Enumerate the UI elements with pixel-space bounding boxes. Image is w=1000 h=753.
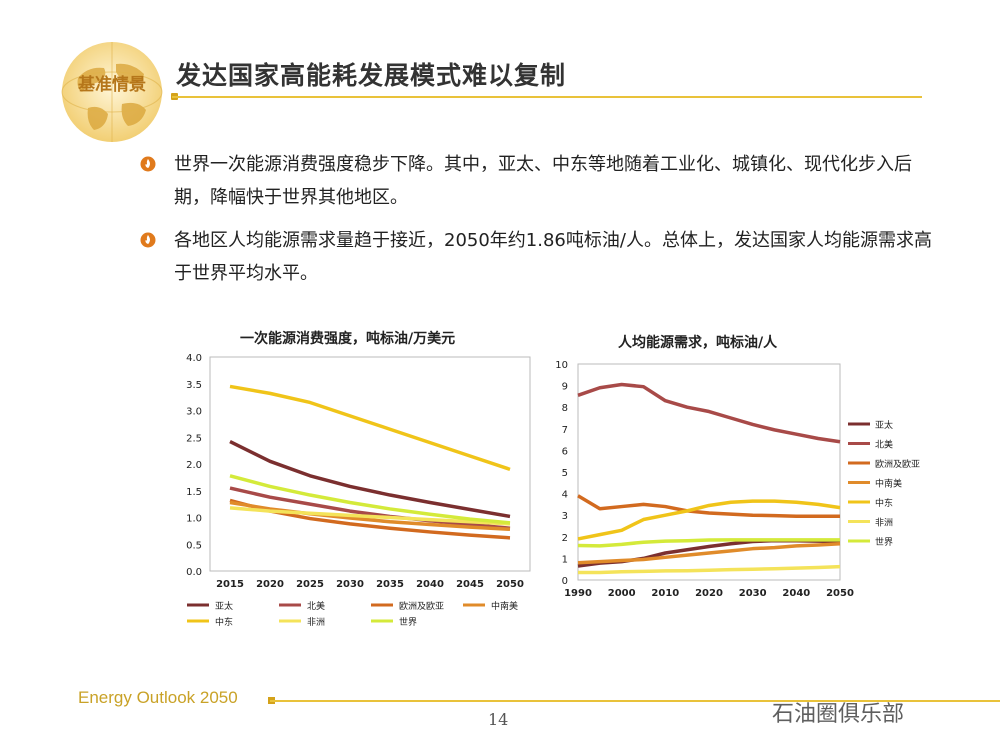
y-tick-label: 4.0 [186, 353, 202, 364]
series-line-middle_east [229, 384, 511, 472]
legend-label: 非洲 [875, 517, 893, 529]
watermark-text: 石油圈俱乐部 [772, 702, 905, 727]
x-tick-label: 2000 [608, 588, 636, 599]
legend-label: 亚太 [875, 419, 893, 431]
legend-label: 欧洲及欧亚 [875, 458, 920, 470]
legend-label: 中东 [215, 616, 233, 628]
legend-label: 非洲 [307, 616, 325, 628]
intensity-line-chart: 0.0 0.5 1.0 1.5 2.0 2.5 3.0 3.5 4.0 2015 2020 2025 2… [186, 353, 531, 628]
footer-divider [270, 700, 1000, 702]
x-tick-label: 2020 [256, 579, 284, 590]
left-chart-title: 一次能源消费强度，吨标油/万美元 [240, 331, 456, 347]
series-line-europe_eurasia [577, 494, 840, 519]
legend-label: 北美 [875, 439, 893, 451]
legend-label: 世界 [399, 616, 417, 628]
series-line-africa [578, 564, 841, 575]
y-tick-label: 5 [562, 468, 568, 479]
x-tick-label: 2050 [826, 588, 854, 599]
y-tick-label: 2.0 [186, 460, 202, 471]
bullet-item: 世界一次能源消费强度稳步下降。其中，亚太、中东等地随着工业化、城镇化、现代化步入… [140, 148, 940, 214]
per-capita-line-chart: 0 1 2 3 4 5 6 7 8 9 10 1990 2000 2010 2020 2030 2040 2050… [555, 360, 920, 599]
x-tick-label: 2040 [416, 579, 444, 590]
plot-frame [209, 356, 531, 572]
x-tick-label: 2040 [782, 588, 810, 599]
y-tick-label: 9 [562, 382, 568, 393]
series-line-north_america [577, 382, 841, 444]
x-tick-label: 2050 [496, 579, 524, 590]
legend-label: 欧洲及欧亚 [399, 600, 444, 612]
y-tick-label: 7 [562, 425, 568, 436]
y-tick-label: 6 [562, 446, 568, 457]
series-line-world [229, 474, 511, 525]
bullet-text: 世界一次能源消费强度稳步下降。其中，亚太、中东等地随着工业化、城镇化、现代化步入… [174, 154, 912, 208]
x-tick-label: 2015 [216, 579, 244, 590]
y-tick-label: 2.5 [186, 433, 202, 444]
series-line-middle_east [577, 499, 841, 541]
x-tick-label: 2010 [651, 588, 679, 599]
x-tick-label: 2030 [739, 588, 767, 599]
y-tick-label: 0.5 [186, 540, 202, 551]
y-tick-label: 1.5 [186, 487, 202, 498]
legend-label: 亚太 [215, 600, 233, 612]
bullet-item: 各地区人均能源需求量趋于接近，2050年约1.86吨标油/人。总体上，发达国家人… [140, 224, 940, 290]
section-badge: 基准情景 [78, 75, 146, 95]
y-tick-label: 3.0 [186, 407, 202, 418]
y-tick-label: 2 [562, 533, 568, 544]
y-tick-label: 3 [562, 511, 568, 522]
x-tick-label: 2035 [376, 579, 404, 590]
series-line-north_america [229, 486, 511, 530]
legend-label: 北美 [307, 600, 325, 612]
flame-bullet-icon [140, 156, 156, 172]
series-line-latin_america [577, 541, 841, 565]
x-tick-label: 2020 [695, 588, 723, 599]
y-tick-label: 8 [562, 403, 568, 414]
bullet-text: 各地区人均能源需求量趋于接近，2050年约1.86吨标油/人。总体上，发达国家人… [174, 230, 932, 284]
y-tick-label: 1.0 [186, 514, 202, 525]
legend-label: 中南美 [875, 478, 902, 490]
y-tick-label: 4 [562, 490, 568, 501]
x-tick-label: 2045 [456, 579, 484, 590]
x-tick-label: 2025 [296, 579, 324, 590]
legend-label: 世界 [875, 536, 893, 548]
series-line-africa [229, 506, 511, 526]
legend-label: 中东 [875, 497, 893, 509]
footer-brand: Energy Outlook 2050 [78, 688, 238, 707]
y-tick-label: 10 [555, 360, 568, 371]
page-number: 14 [488, 710, 509, 729]
page-title: 发达国家高能耗发展模式难以复制 [176, 61, 567, 90]
title-divider [172, 96, 922, 98]
legend-label: 中南美 [491, 600, 518, 612]
y-tick-label: 3.5 [186, 380, 202, 391]
series-line-asia_pacific [229, 439, 511, 519]
plot-frame [577, 363, 841, 581]
y-tick-label: 0.0 [186, 567, 202, 578]
bullet-list: 世界一次能源消费强度稳步下降。其中，亚太、中东等地随着工业化、城镇化、现代化步入… [140, 148, 940, 300]
right-chart-title: 人均能源需求，吨标油/人 [618, 335, 778, 351]
flame-bullet-icon [140, 232, 156, 248]
x-tick-label: 1990 [564, 588, 592, 599]
series-line-world [577, 538, 840, 548]
y-tick-label: 1 [562, 554, 568, 565]
y-tick-label: 0 [562, 576, 568, 587]
globe-logo-icon [61, 42, 163, 142]
x-tick-label: 2030 [336, 579, 364, 590]
